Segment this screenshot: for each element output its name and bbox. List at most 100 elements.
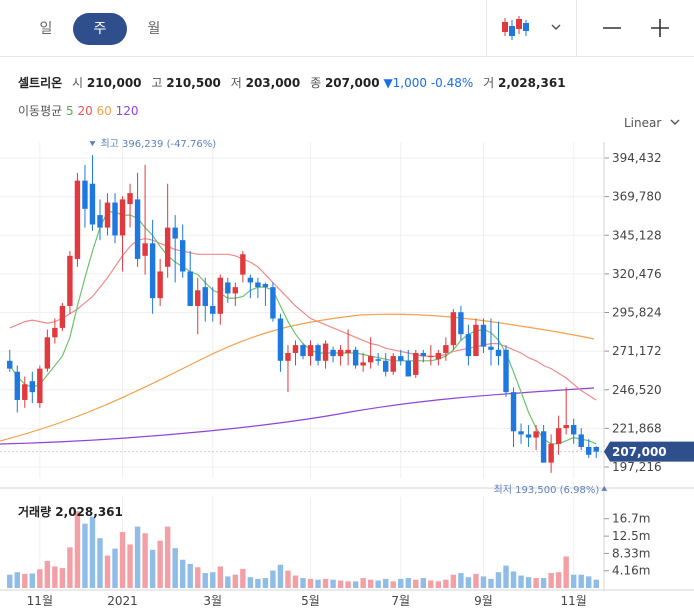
- minus-icon[interactable]: [601, 20, 623, 40]
- period-tab-week[interactable]: 주: [73, 13, 127, 45]
- volume-bar: [179, 559, 186, 588]
- y-tick-label: 345,128: [612, 228, 662, 242]
- ma-legend-item: 5: [66, 104, 74, 118]
- volume-bar: [548, 573, 554, 588]
- candle: [247, 274, 254, 299]
- candle: [277, 313, 284, 372]
- ma60-line: [0, 313, 595, 442]
- candle: [322, 340, 329, 369]
- candle: [112, 193, 118, 244]
- candle: [82, 164, 88, 228]
- volume-bar: [82, 523, 88, 588]
- toolbar: 일 주 월: [0, 0, 694, 57]
- x-tick-label: 3월: [203, 594, 222, 608]
- period-tab-month[interactable]: 월: [147, 21, 161, 37]
- volume-bar: [7, 574, 13, 588]
- volume-bar: [540, 578, 547, 588]
- chevron-down-icon: [670, 119, 680, 125]
- open-label: 시: [72, 76, 84, 90]
- volume-bar: [187, 563, 193, 588]
- volume-bar: [488, 578, 494, 588]
- volume-bar: [292, 575, 299, 588]
- candle: [555, 415, 562, 455]
- volume-bar: [240, 568, 246, 588]
- change-value: ▼1,000 -0.48%: [383, 76, 474, 90]
- candle: [134, 172, 141, 267]
- high-label: 고: [151, 76, 163, 90]
- volume-bar: [480, 576, 487, 588]
- candle: [232, 282, 239, 306]
- candle: [179, 224, 186, 278]
- low-label: 저: [230, 76, 242, 90]
- close-label: 종: [310, 76, 322, 90]
- candle: [202, 277, 208, 322]
- candle: [337, 345, 344, 366]
- x-tick-label: 7월: [391, 594, 410, 608]
- volume-bar: [89, 516, 96, 588]
- volume-bar: [97, 538, 103, 588]
- volume-bar: [270, 570, 276, 588]
- volume-bar: [450, 574, 457, 588]
- volume-bar: [149, 549, 156, 588]
- volume-bar: [345, 581, 351, 588]
- volume-bar: [533, 578, 539, 588]
- candle: [435, 349, 442, 366]
- candle: [375, 352, 381, 366]
- volume-tick-label: 12.5m: [612, 529, 650, 543]
- candle: [518, 423, 524, 444]
- volume-bar: [555, 572, 562, 588]
- volume-bar: [383, 578, 389, 588]
- candle: [37, 365, 43, 408]
- ma-legend-item: 20: [73, 104, 93, 118]
- candle: [89, 155, 96, 231]
- candle: [59, 302, 66, 332]
- volume-bar: [322, 578, 329, 588]
- plus-icon[interactable]: [649, 17, 671, 43]
- y-tick-label: 369,780: [612, 190, 662, 204]
- volume-bar: [503, 565, 509, 588]
- candle: [458, 305, 464, 341]
- volume-bar: [360, 578, 366, 588]
- low-annotation: 최저 193,500 (6.98%): [494, 484, 600, 496]
- candle: [142, 164, 148, 275]
- candle: [465, 324, 472, 366]
- candle: [104, 193, 111, 236]
- candle: [149, 219, 156, 314]
- volume-label: 거: [483, 76, 495, 90]
- candle: [44, 329, 51, 372]
- volume-value: 2,028,361: [498, 76, 566, 90]
- scale-selector[interactable]: Linear: [624, 116, 681, 130]
- volume-bar: [465, 577, 472, 588]
- candle: [473, 318, 479, 357]
- candle: [14, 365, 20, 413]
- candle: [187, 251, 193, 306]
- volume-bar: [52, 566, 58, 588]
- candle: [307, 340, 314, 366]
- high-marker-icon: [89, 141, 96, 147]
- y-tick-label: 246,520: [612, 383, 662, 397]
- volume-bar: [518, 575, 524, 588]
- volume-bar: [586, 576, 592, 588]
- chevron-down-icon[interactable]: [549, 18, 563, 37]
- candle: [443, 337, 449, 361]
- candle: [405, 349, 411, 377]
- open-value: 210,000: [86, 76, 142, 90]
- candlestick-icon[interactable]: [500, 14, 530, 46]
- volume-bar: [14, 572, 20, 588]
- volume-bar: [195, 567, 201, 588]
- ma120-line: [0, 387, 595, 445]
- x-tick-label: 11월: [27, 594, 53, 608]
- candle: [428, 345, 434, 366]
- volume-bar: [330, 579, 336, 588]
- candle: [74, 172, 81, 267]
- candle: [398, 349, 404, 366]
- volume-bar: [307, 578, 314, 588]
- candle: [210, 287, 216, 322]
- period-tab-day[interactable]: 일: [39, 21, 53, 37]
- volume-bar: [247, 577, 254, 588]
- last-price-badge: [604, 441, 694, 462]
- volume-bar: [262, 578, 269, 588]
- candle: [225, 277, 231, 303]
- moving-average-legend: 이동평균 5 20 60 120: [18, 102, 139, 119]
